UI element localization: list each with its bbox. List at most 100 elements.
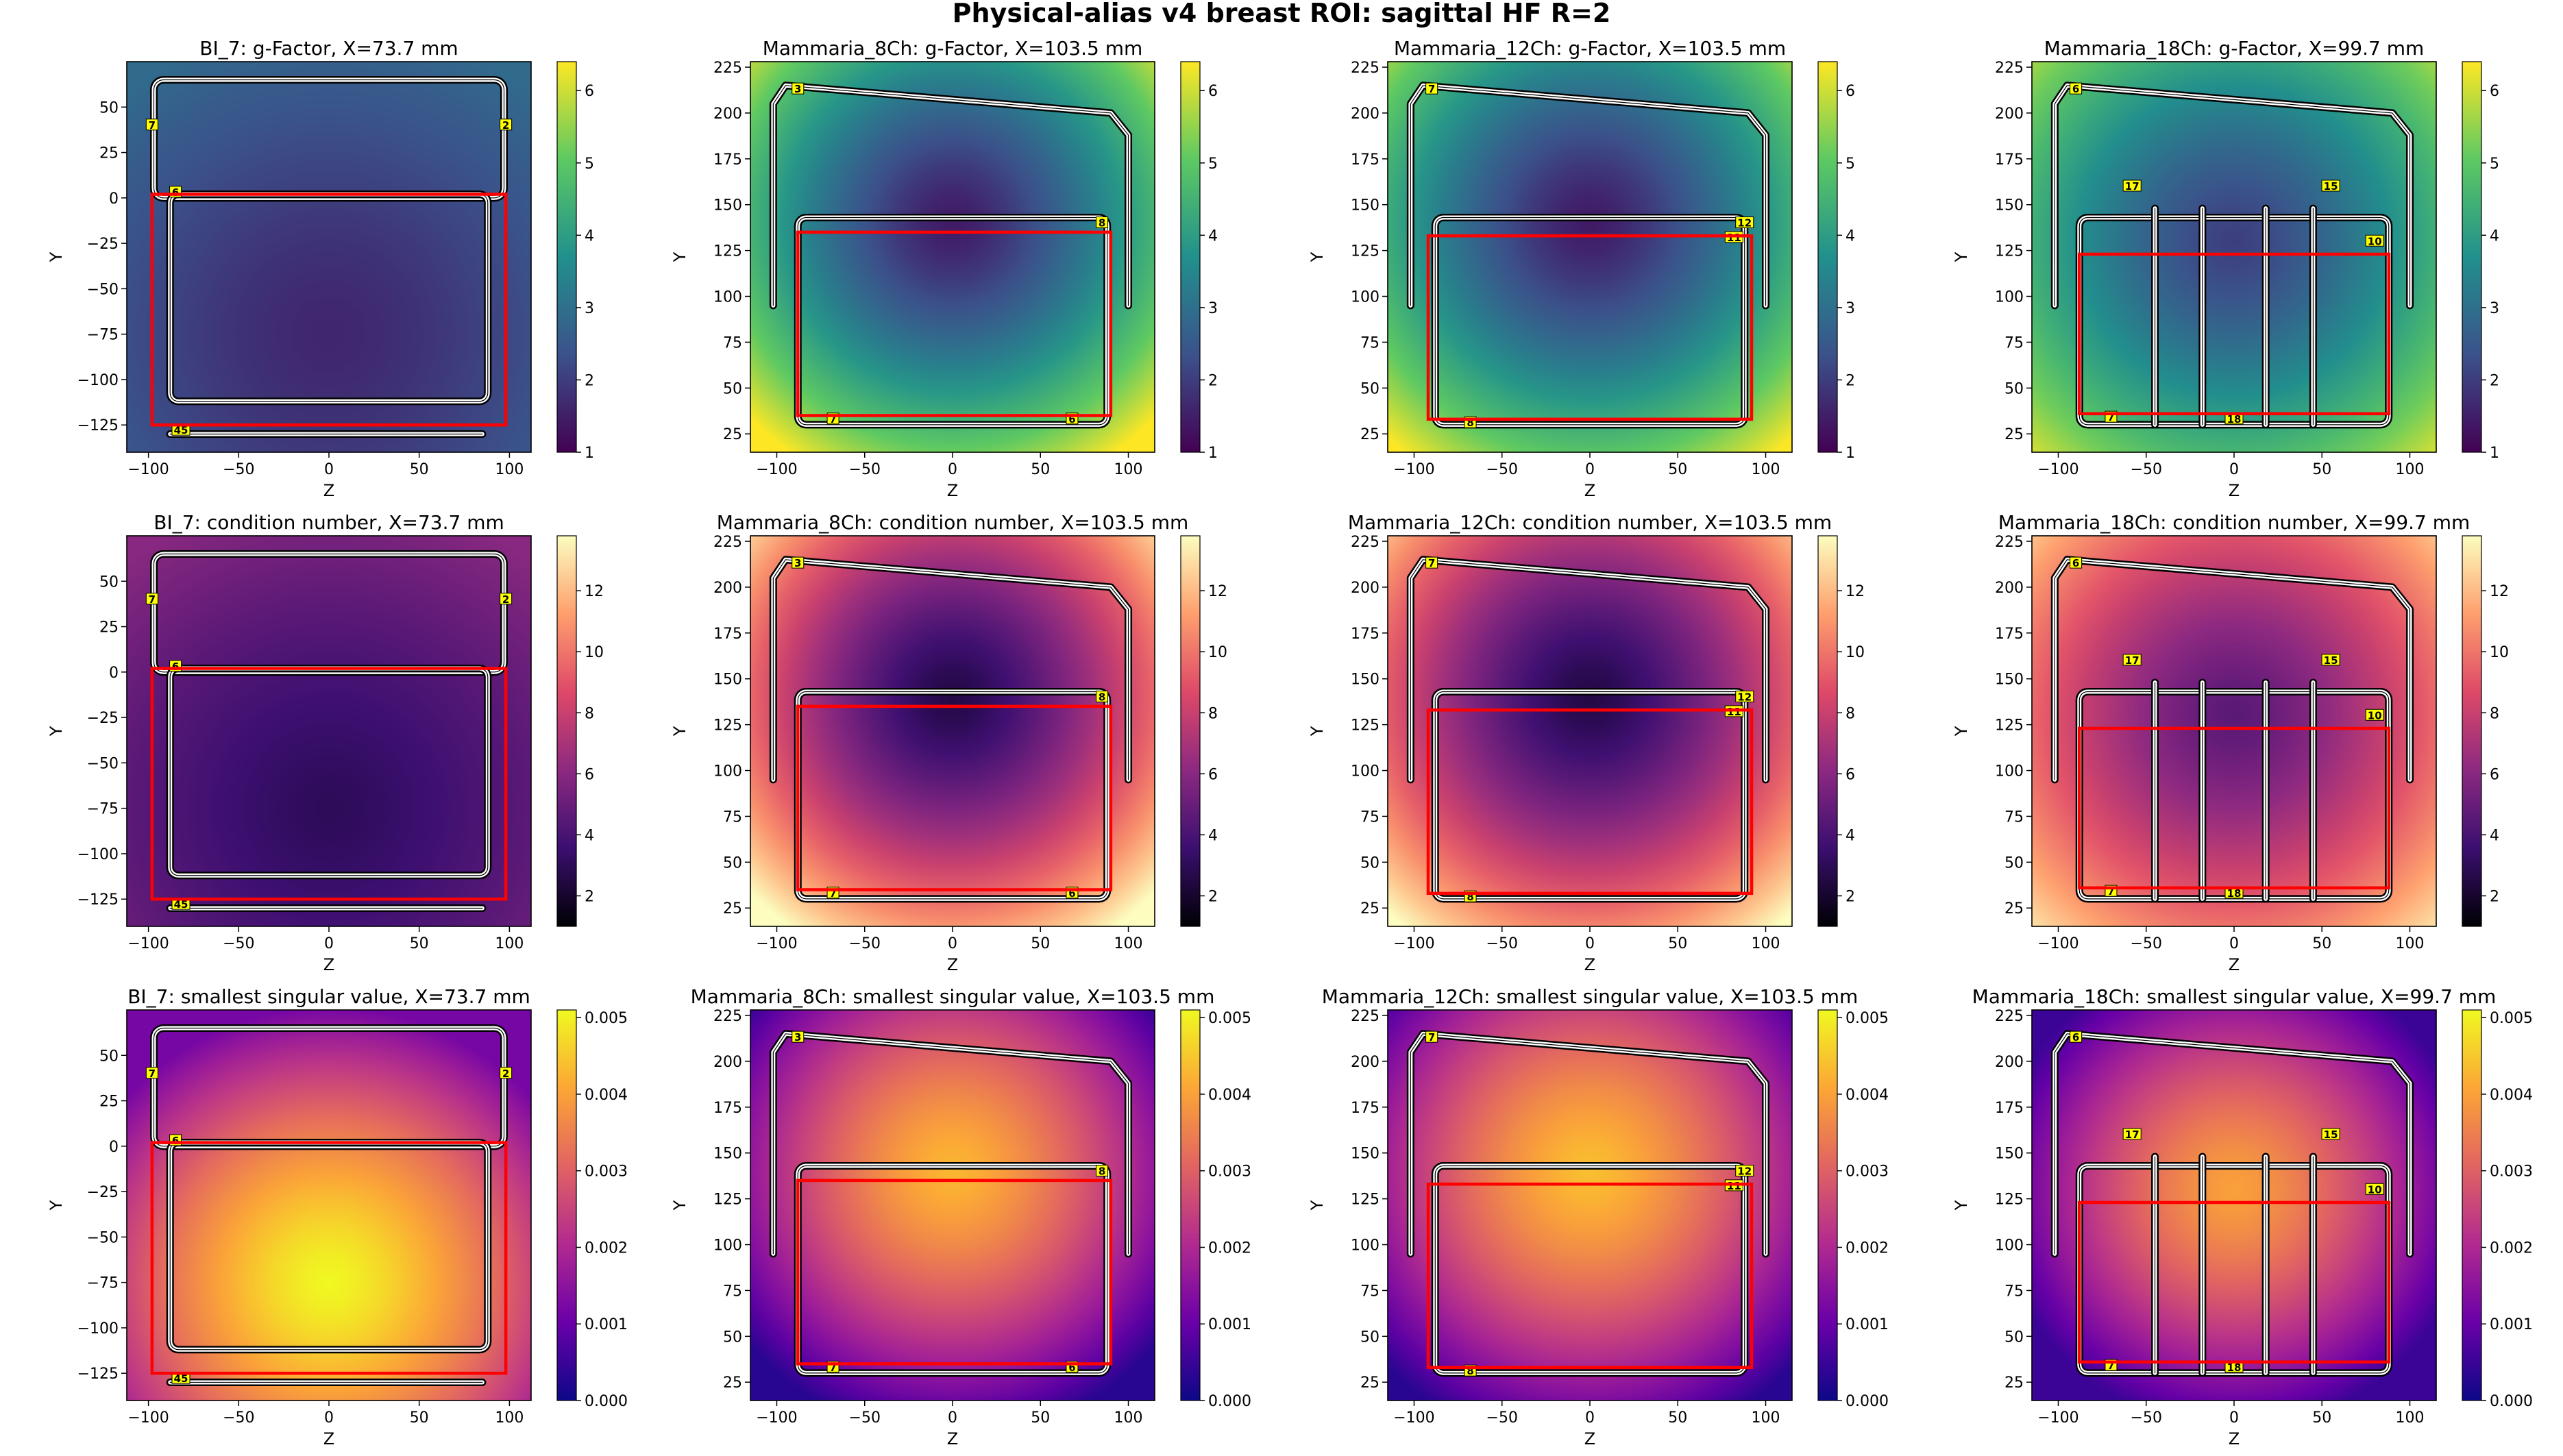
coil-label-2: 2 xyxy=(502,119,509,132)
coil-label-6: 6 xyxy=(172,186,179,199)
coil-label-6: 6 xyxy=(172,661,179,673)
colorbar-tick-label: 0.004 xyxy=(1845,1087,1889,1104)
coil-label-8: 8 xyxy=(1467,1365,1473,1377)
y-axis-label: Y xyxy=(1952,726,1971,737)
x-tick-label: 50 xyxy=(410,1409,429,1427)
y-tick-label: 25 xyxy=(2004,426,2024,443)
colorbar-tick-label: 4 xyxy=(585,827,594,844)
x-tick-label: 50 xyxy=(1668,935,1687,952)
y-tick-label: 175 xyxy=(713,151,742,169)
coil-label-7: 7 xyxy=(1428,83,1435,95)
colorbar-tick-label: 4 xyxy=(2490,827,2499,844)
coil-label-7: 7 xyxy=(2107,411,2114,423)
coil-label-18: 18 xyxy=(2227,887,2242,900)
y-tick-label: −75 xyxy=(87,327,119,344)
y-tick-label: 125 xyxy=(1995,243,2024,260)
x-axis-label: Z xyxy=(1584,955,1595,974)
y-tick-label: −100 xyxy=(77,846,119,863)
x-tick-label: 100 xyxy=(495,935,524,952)
colorbar-tick-label: 0.003 xyxy=(2490,1163,2533,1181)
x-tick-label: −100 xyxy=(2037,461,2078,478)
y-tick-label: 125 xyxy=(1351,717,1379,735)
y-tick-label: 100 xyxy=(1351,289,1379,306)
coil-upper-loop-core xyxy=(1410,1033,1767,1255)
y-tick-label: 225 xyxy=(1351,1008,1379,1025)
colorbar-tick-label: 6 xyxy=(1845,83,1855,100)
y-tick-label: 0 xyxy=(109,665,119,682)
y-tick-label: 50 xyxy=(723,380,742,397)
subplot-1-1: 3 8 7 6 Mammaria_8Ch: condition number, X=10… xyxy=(670,511,1227,974)
coil-upper-loop-core xyxy=(2054,1033,2411,1255)
y-tick-label: 125 xyxy=(1995,1192,2024,1209)
coil-label-7: 7 xyxy=(2107,1359,2114,1372)
coil-label-8: 8 xyxy=(1099,1165,1105,1177)
x-axis-label: Z xyxy=(323,1429,334,1448)
y-tick-label: 50 xyxy=(723,1329,742,1346)
x-tick-label: 50 xyxy=(410,935,429,952)
coil-label-45: 45 xyxy=(174,1372,188,1385)
y-tick-label: 200 xyxy=(713,580,742,597)
y-tick-label: 225 xyxy=(1351,534,1379,551)
y-axis-label: Y xyxy=(1308,1200,1327,1211)
colorbar-tick-label: 3 xyxy=(1208,300,1218,317)
x-tick-label: 100 xyxy=(1114,935,1143,952)
colorbar-tick-label: 3 xyxy=(1845,300,1855,317)
y-tick-label: −75 xyxy=(87,801,119,818)
coil-label-6: 6 xyxy=(2072,1031,2079,1044)
coil-label-6: 6 xyxy=(1068,887,1075,900)
colorbar-tick-label: 12 xyxy=(2490,583,2509,600)
colorbar-tick-label: 2 xyxy=(585,372,594,389)
roi-rectangle xyxy=(150,193,508,427)
y-tick-label: −50 xyxy=(87,755,119,772)
coil-label-2-bg xyxy=(500,119,513,131)
coil-label-10: 10 xyxy=(2368,1183,2382,1196)
y-axis-label: Y xyxy=(670,251,689,262)
coil-label-3-bg xyxy=(792,82,805,95)
x-axis-label: Z xyxy=(2229,481,2240,500)
colorbar-tick-label: 0.000 xyxy=(1208,1393,1251,1410)
y-tick-label: 150 xyxy=(1351,197,1379,214)
y-tick-label: −25 xyxy=(87,1184,119,1201)
coil-label-7: 7 xyxy=(829,887,836,900)
x-tick-label: −50 xyxy=(1486,461,1518,478)
y-tick-label: 200 xyxy=(713,1054,742,1071)
coil-label-12-bg xyxy=(1735,690,1754,702)
y-tick-label: 200 xyxy=(1351,106,1379,123)
colorbar-tick-label: 0.000 xyxy=(585,1393,628,1410)
coil-breast-loop-core xyxy=(1434,217,1745,425)
colorbar-tick-label: 0.002 xyxy=(2490,1239,2533,1257)
x-tick-label: 100 xyxy=(495,1409,524,1427)
colorbar xyxy=(2462,61,2482,453)
colorbar-tick-label: 2 xyxy=(1208,888,1218,905)
figure-title: Physical-alias v4 breast ROI: sagittal H… xyxy=(953,0,1611,28)
y-tick-label: 150 xyxy=(1995,197,2024,214)
coil-label-15-bg xyxy=(2321,180,2340,192)
subplot-title: BI_7: g-Factor, X=73.7 mm xyxy=(199,37,458,60)
y-tick-label: −100 xyxy=(77,372,119,389)
colorbar-tick-label: 6 xyxy=(1845,766,1855,783)
y-tick-label: 100 xyxy=(713,289,742,306)
coil-label-8-bg xyxy=(1096,216,1109,228)
x-tick-label: 0 xyxy=(1585,935,1595,952)
y-tick-label: 225 xyxy=(713,534,742,551)
coil-label-45: 45 xyxy=(174,898,188,911)
roi-rectangle xyxy=(1426,1182,1754,1370)
x-tick-label: 50 xyxy=(410,461,429,478)
subplot-2-2: 7 12 11 8 Mammaria_12Ch: smallest singular v… xyxy=(1308,985,1889,1448)
y-tick-label: 25 xyxy=(723,900,742,917)
colorbar-tick-label: 4 xyxy=(2490,227,2499,245)
colorbar-tick-label: 0.001 xyxy=(1845,1316,1889,1333)
roi-rectangle xyxy=(2078,252,2390,416)
coil-label-6-bg xyxy=(2070,556,2083,569)
subplot-title: BI_7: smallest singular value, X=73.7 mm xyxy=(127,985,530,1008)
y-tick-label: 200 xyxy=(1351,580,1379,597)
y-tick-label: 75 xyxy=(1360,809,1379,826)
heatmap-field xyxy=(1388,536,1792,926)
heatmap-field xyxy=(750,1010,1155,1401)
x-tick-label: −50 xyxy=(849,935,881,952)
coil-label-3: 3 xyxy=(794,557,801,569)
x-tick-label: −50 xyxy=(849,461,881,478)
heatmap-field xyxy=(750,62,1155,452)
